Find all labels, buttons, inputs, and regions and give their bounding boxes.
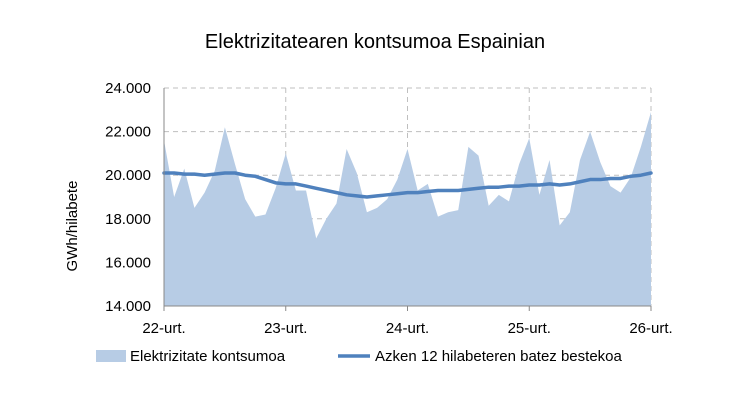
legend-swatch-area — [96, 350, 126, 362]
line-series-12-month-average — [162, 171, 653, 199]
chart-title: Elektrizitatearen kontsumoa Espainian — [205, 31, 545, 53]
axes: 14.000 16.000 18.000 20.000 22.000 24.000 22-u… — [105, 80, 673, 337]
legend-label-area: Elektrizitate kontsumoa — [130, 348, 286, 365]
y-tick-label: 20.000 — [105, 167, 151, 184]
legend-label-line: Azken 12 hilabeteren batez bestekoa — [375, 348, 622, 365]
x-tick-label: 23-urt. — [264, 320, 307, 337]
y-tick-label: 16.000 — [105, 254, 151, 271]
y-axis-title: GWh/hilabete — [64, 181, 81, 272]
x-tick-label: 22-urt. — [142, 320, 185, 337]
area-series-consumption — [164, 111, 651, 306]
area-series-layer — [164, 111, 651, 306]
line-series-layer — [162, 171, 653, 199]
x-tick-label: 26-urt. — [629, 320, 672, 337]
y-tick-label: 14.000 — [105, 298, 151, 315]
y-tick-label: 24.000 — [105, 80, 151, 97]
legend: Elektrizitate kontsumoa Azken 12 hilabet… — [96, 348, 622, 365]
y-tick-label: 18.000 — [105, 211, 151, 228]
y-tick-label: 22.000 — [105, 124, 151, 141]
x-tick-label: 25-urt. — [508, 320, 551, 337]
x-tick-label: 24-urt. — [386, 320, 429, 337]
